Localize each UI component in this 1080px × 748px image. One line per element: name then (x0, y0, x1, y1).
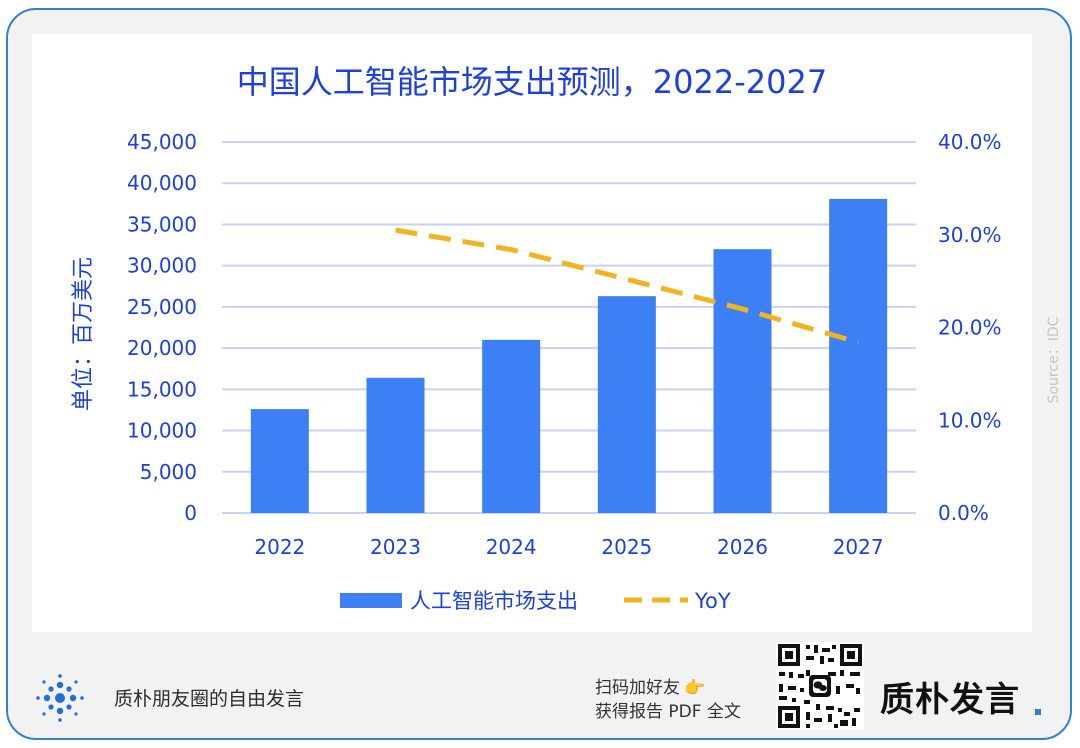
legend: 人工智能市场支出 YoY (340, 589, 731, 613)
brand-dot (1035, 709, 1041, 715)
source-label: Source：IDC (1046, 316, 1062, 404)
chart-title: 中国人工智能市场支出预测，2022-2027 (236, 63, 828, 101)
legend-bar-swatch (340, 593, 402, 608)
x-axis-ticks: 2022 2023 2024 2025 2026 2027 (254, 535, 883, 559)
y-tick-label: 30,000 (127, 254, 197, 278)
right-axis-ticks: 0.0% 10.0% 20.0% 30.0% 40.0% (938, 130, 1002, 525)
bars (250, 198, 888, 514)
gridlines (222, 141, 916, 514)
left-axis-ticks: 0 5,000 10,000 15,000 20,000 25,000 30,000 35,0… (127, 130, 197, 525)
y-axis-title: 单位：百万美元 (71, 257, 96, 412)
y2-tick-label: 30.0% (938, 223, 1002, 247)
legend-bar-label: 人工智能市场支出 (410, 589, 578, 613)
legend-line-label: YoY (694, 589, 731, 613)
x-tick-label: 2025 (601, 535, 652, 559)
cta-line2: 获得报告 PDF 全文 (595, 702, 741, 722)
y2-tick-label: 0.0% (938, 501, 989, 525)
x-tick-label: 2026 (717, 535, 768, 559)
y-tick-label: 5,000 (140, 460, 197, 484)
bar-2027 (829, 198, 888, 514)
bar-2022 (250, 409, 309, 513)
y2-tick-label: 40.0% (938, 130, 1002, 154)
yoy-dashed-line (395, 227, 859, 345)
y-tick-label: 35,000 (127, 212, 197, 236)
yoy-line (395, 227, 859, 345)
hand-pointer-icon: 👉 (684, 678, 706, 698)
y-tick-label: 15,000 (127, 377, 197, 401)
footer-cta: 扫码加好友 👉 获得报告 PDF 全文 (595, 676, 741, 724)
footer-slogan: 质朴朋友圈的自由发言 (114, 688, 305, 710)
y-tick-label: 10,000 (127, 419, 197, 443)
qr-code-icon[interactable] (776, 642, 864, 730)
y-tick-label: 0 (184, 501, 197, 525)
y2-tick-label: 10.0% (938, 408, 1002, 432)
x-tick-label: 2024 (486, 535, 537, 559)
bar-2026 (713, 249, 772, 513)
y-tick-label: 45,000 (127, 130, 197, 154)
brand-name: 质朴发言 (880, 680, 1020, 720)
bar-2025 (597, 296, 656, 513)
x-tick-label: 2022 (254, 535, 305, 559)
cta-line1: 扫码加好友 (595, 678, 680, 698)
bar-2023 (366, 377, 425, 513)
dots-circle-logo-icon (36, 674, 84, 722)
y-tick-label: 40,000 (127, 171, 197, 195)
y-tick-label: 20,000 (127, 336, 197, 360)
y2-tick-label: 20.0% (938, 316, 1002, 340)
y-tick-label: 25,000 (127, 295, 197, 319)
x-tick-label: 2023 (370, 535, 421, 559)
x-tick-label: 2027 (833, 535, 884, 559)
bar-2024 (482, 339, 541, 513)
